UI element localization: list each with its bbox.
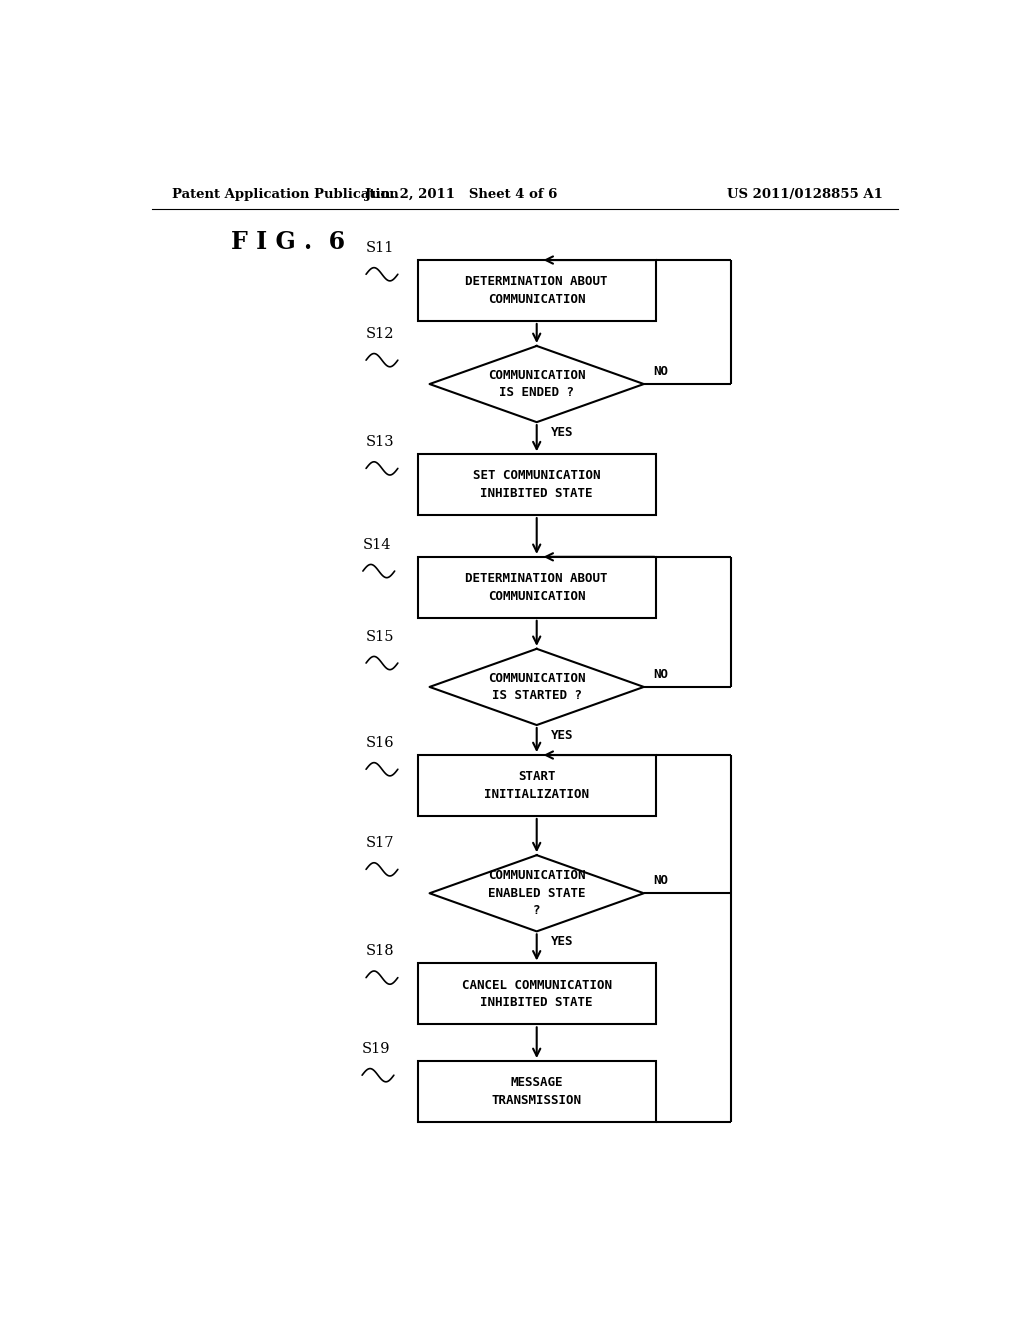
Text: COMMUNICATION
ENABLED STATE
?: COMMUNICATION ENABLED STATE ?: [488, 870, 586, 917]
Text: SET COMMUNICATION
INHIBITED STATE: SET COMMUNICATION INHIBITED STATE: [473, 470, 600, 500]
Text: COMMUNICATION
IS STARTED ?: COMMUNICATION IS STARTED ?: [488, 672, 586, 702]
Text: NO: NO: [653, 874, 669, 887]
Text: NO: NO: [653, 668, 669, 681]
Text: YES: YES: [551, 729, 573, 742]
FancyBboxPatch shape: [418, 260, 655, 321]
Text: F I G .  6: F I G . 6: [231, 230, 345, 253]
FancyBboxPatch shape: [418, 1061, 655, 1122]
Text: CANCEL COMMUNICATION
INHIBITED STATE: CANCEL COMMUNICATION INHIBITED STATE: [462, 978, 611, 1008]
Text: S19: S19: [362, 1041, 390, 1056]
FancyBboxPatch shape: [418, 454, 655, 515]
Text: DETERMINATION ABOUT
COMMUNICATION: DETERMINATION ABOUT COMMUNICATION: [466, 572, 608, 602]
Text: START
INITIALIZATION: START INITIALIZATION: [484, 771, 589, 801]
Text: S12: S12: [367, 327, 394, 341]
Text: S15: S15: [367, 630, 394, 644]
Text: Jun. 2, 2011   Sheet 4 of 6: Jun. 2, 2011 Sheet 4 of 6: [366, 189, 557, 202]
FancyBboxPatch shape: [418, 755, 655, 816]
FancyBboxPatch shape: [418, 557, 655, 618]
Text: YES: YES: [551, 936, 573, 949]
Text: S13: S13: [367, 436, 394, 449]
Text: S18: S18: [367, 944, 394, 958]
FancyBboxPatch shape: [418, 964, 655, 1024]
Text: US 2011/0128855 A1: US 2011/0128855 A1: [727, 189, 883, 202]
Text: S11: S11: [367, 242, 394, 255]
Text: S14: S14: [362, 537, 391, 552]
Text: NO: NO: [653, 364, 669, 378]
Text: YES: YES: [551, 426, 573, 440]
Text: Patent Application Publication: Patent Application Publication: [172, 189, 398, 202]
Text: MESSAGE
TRANSMISSION: MESSAGE TRANSMISSION: [492, 1076, 582, 1106]
Text: S16: S16: [367, 737, 394, 750]
Text: DETERMINATION ABOUT
COMMUNICATION: DETERMINATION ABOUT COMMUNICATION: [466, 276, 608, 306]
Text: COMMUNICATION
IS ENDED ?: COMMUNICATION IS ENDED ?: [488, 368, 586, 399]
Text: S17: S17: [367, 836, 394, 850]
